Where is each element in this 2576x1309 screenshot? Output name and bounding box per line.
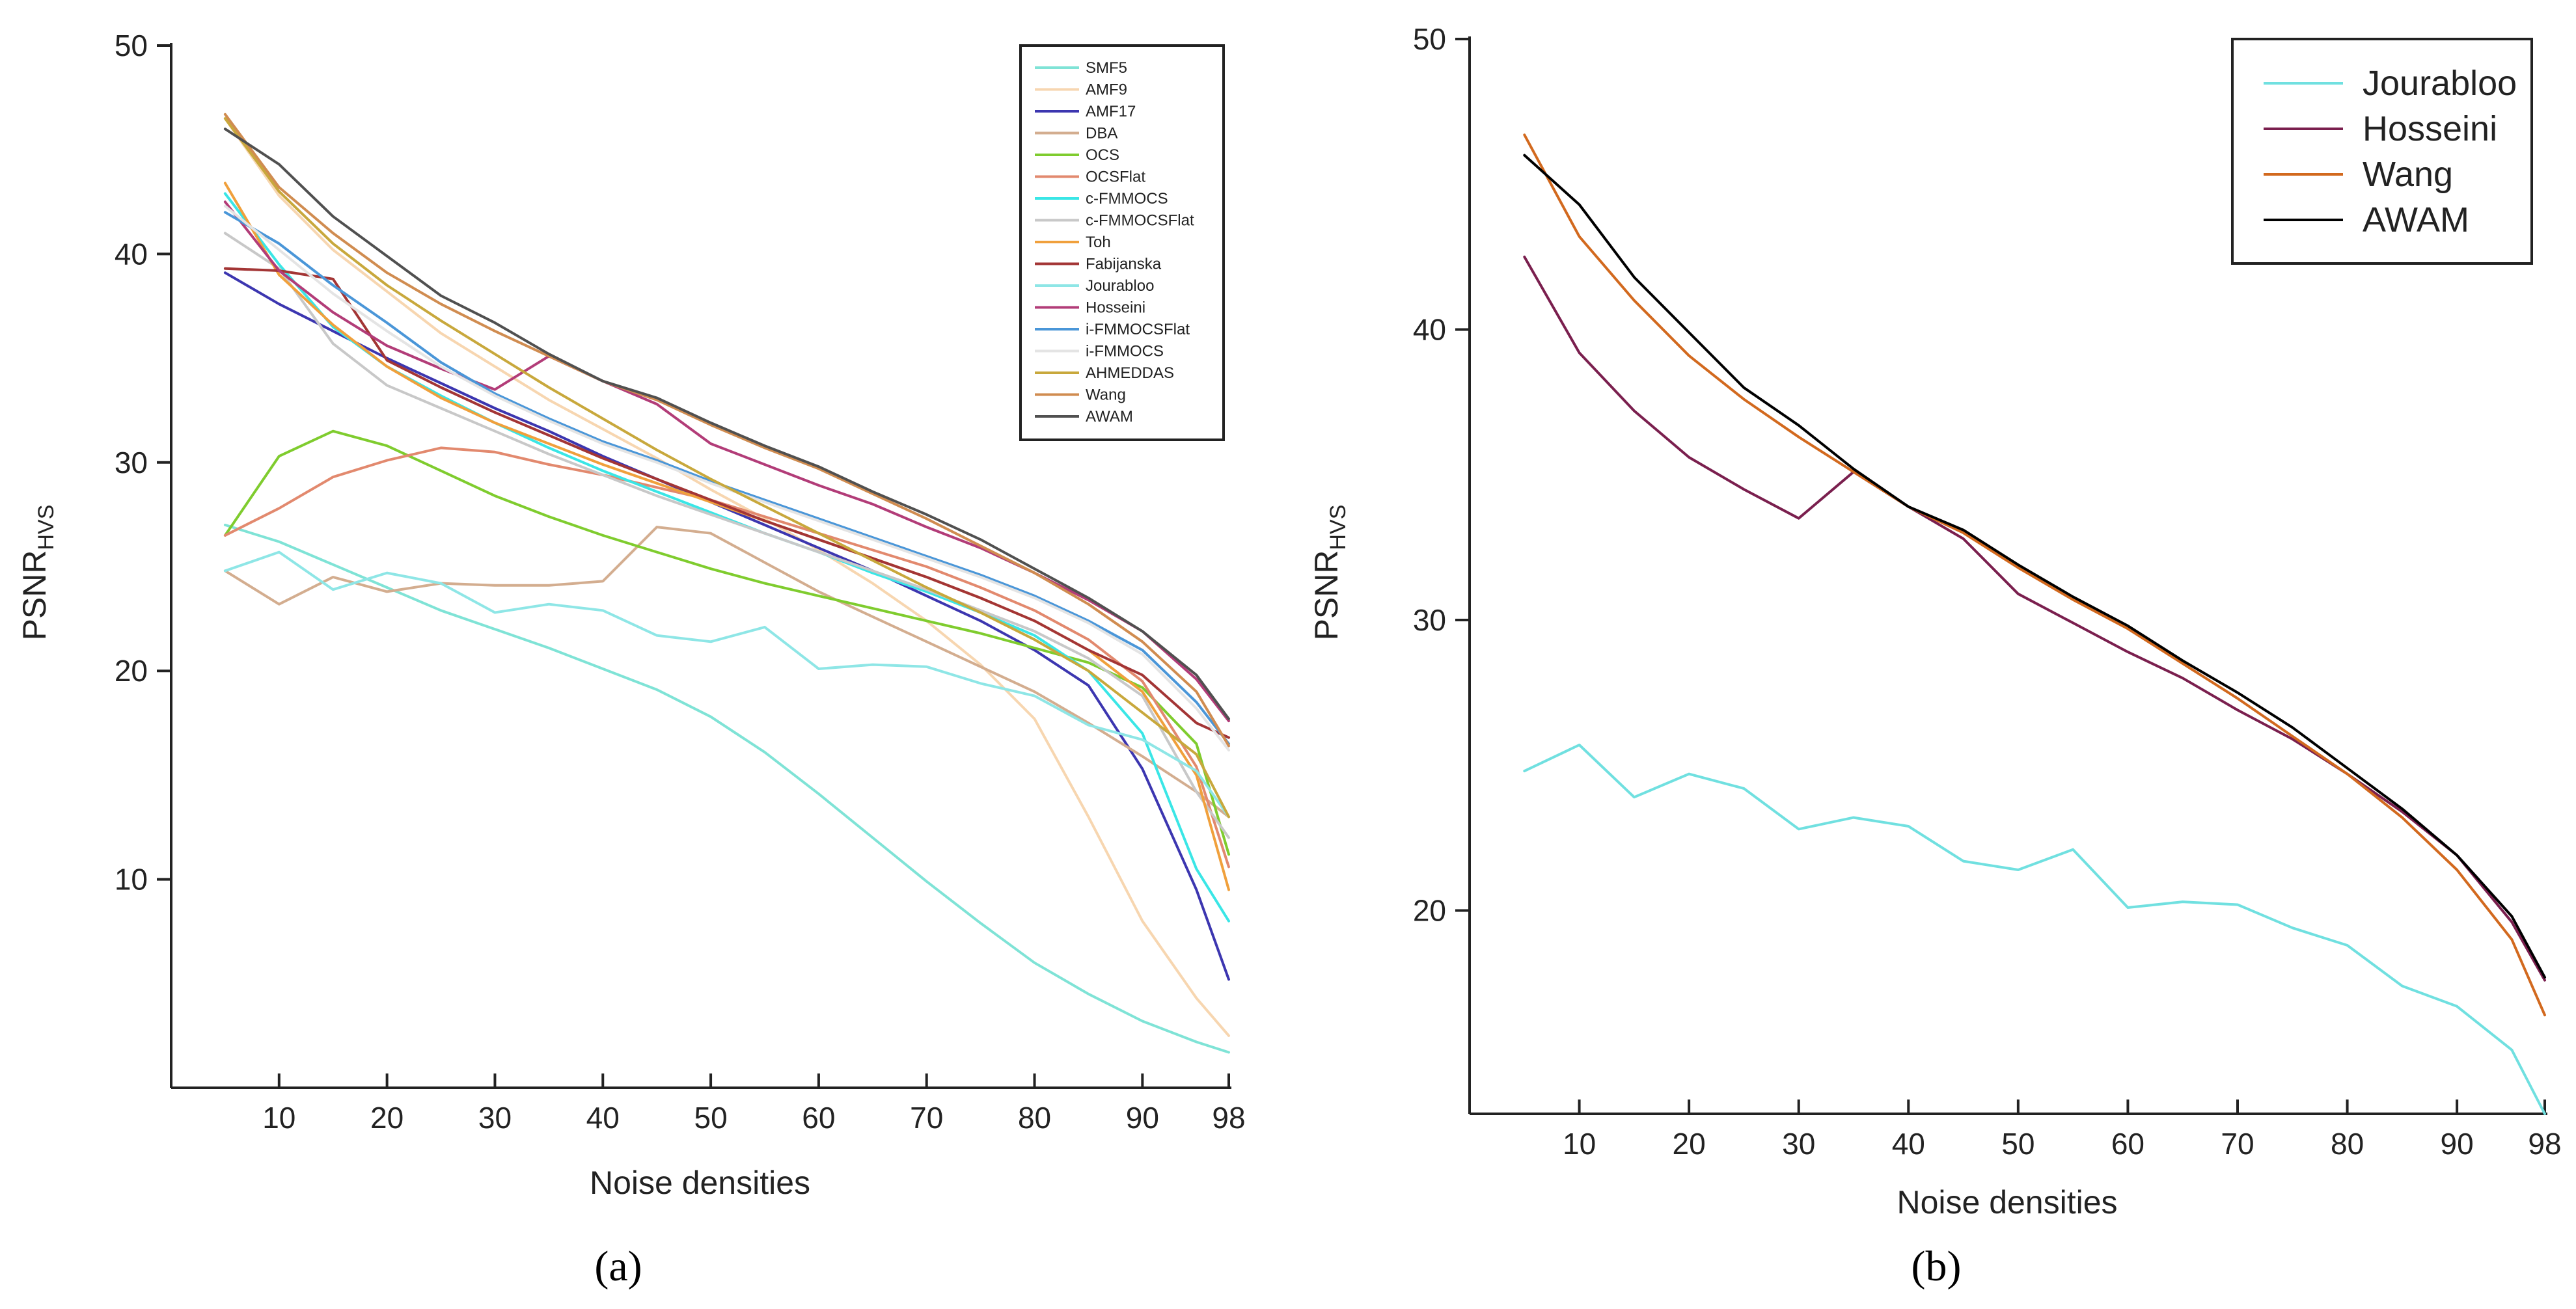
panel-b-y-tick-label: 40 (1413, 312, 1446, 346)
panel-b-x-tick-label: 20 (1673, 1127, 1706, 1161)
panel-a-x-tick-label: 10 (262, 1101, 295, 1135)
panel-a-series-dba (223, 526, 1230, 818)
panel-a-series-i-fmmocsflat (223, 211, 1230, 746)
panel-a-series-fabijanska (223, 267, 1230, 739)
panel-a-chart: 10 20 30 40 50 10 20 30 40 50 60 70 80 90 98 Noise dens… (16, 29, 1246, 1290)
panel-a-legend-label: AMF17 (1086, 103, 1136, 120)
panel-a-x-tick-label: 70 (910, 1101, 943, 1135)
panel-b-y-axis-label: PSNRHVS (1308, 505, 1350, 641)
panel-a-x-tick-label: 60 (802, 1101, 835, 1135)
panel-a-legend-label: Toh (1086, 234, 1111, 251)
panel-b-x-tick-label: 30 (1782, 1127, 1815, 1161)
panel-a-series-ocs (223, 429, 1230, 856)
panel-a-legend-label: c-FMMOCS (1086, 190, 1168, 208)
panel-a-legend-label: Hosseini (1086, 299, 1145, 317)
panel-a-y-tick-label: 30 (115, 446, 148, 479)
panel-a-legend-label: AHMEDDAS (1086, 364, 1174, 382)
panel-a-y-axis-label-main: PSNR (16, 550, 53, 641)
panel-a-series-ocsflat (223, 446, 1230, 869)
panel-a-y-axis-label-sub: HVS (34, 505, 59, 550)
panel-a-legend-label: SMF5 (1086, 59, 1127, 77)
panel-a-x-tick-label: 30 (478, 1101, 512, 1135)
panel-a-legend-label: Jourabloo (1086, 277, 1154, 295)
panel-b-series-wang (1523, 133, 2546, 1017)
panel-b-y-tick-label: 20 (1413, 893, 1446, 927)
panel-a-legend-label: Wang (1086, 386, 1126, 404)
panel-b-x-tick-label: 70 (2221, 1127, 2254, 1161)
panel-b-legend-label: AWAM (2363, 200, 2469, 239)
panel-a-y-tick-label: 40 (115, 237, 148, 271)
panel-b-x-tick-label: 50 (2001, 1127, 2035, 1161)
panel-a-series-ahmeddas (223, 117, 1230, 818)
panel-a-legend-label: AMF9 (1086, 81, 1127, 99)
panel-a-x-tick-label: 80 (1018, 1101, 1051, 1135)
panel-a-x-tick-label: 20 (370, 1101, 404, 1135)
panel-a-x-tick-label: 50 (694, 1101, 727, 1135)
panel-b-x-tick-label: 10 (1563, 1127, 1596, 1161)
panel-b-legend-label: Hosseini (2363, 109, 2497, 148)
panel-b-y-axis-label-sub: HVS (1326, 505, 1350, 550)
panel-b-series-hosseini (1523, 255, 2546, 982)
panel-a-series-jourabloo (223, 550, 1230, 818)
panel-a-series-wang (223, 113, 1230, 748)
panel-b-y-axis-label-main: PSNR (1308, 550, 1345, 641)
panel-a-x-tick-label: 98 (1212, 1101, 1245, 1135)
panel-a-y-tick-label: 20 (115, 654, 148, 688)
panel-a-x-tick-label: 40 (586, 1101, 620, 1135)
panel-b-y-tick-label: 30 (1413, 603, 1446, 637)
panel-a-legend-label: c-FMMOCSFlat (1086, 212, 1194, 230)
panel-a-legend-label: OCSFlat (1086, 169, 1145, 186)
panel-a-series-amf17 (223, 271, 1230, 981)
panel-b-y-tick-label: 50 (1413, 22, 1446, 56)
panel-a-legend-label: DBA (1086, 125, 1117, 142)
panel-b-x-tick-label: 98 (2528, 1127, 2561, 1161)
panel-b-series-awam (1523, 154, 2546, 979)
panel-b-x-tick-label: 40 (1892, 1127, 1925, 1161)
panel-b-x-tick-label: 60 (2111, 1127, 2144, 1161)
panel-a-series-c-fmmocsflat (223, 232, 1230, 839)
panel-b-x-axis-label: Noise densities (1897, 1184, 2117, 1221)
panel-a-series-hosseini (223, 200, 1230, 723)
panel-a-y-tick-label: 10 (115, 863, 148, 897)
panel-b-legend-label: Jourabloo (2363, 64, 2517, 103)
panel-a-x-tick-label: 90 (1126, 1101, 1159, 1135)
panel-b-x-tick-label: 90 (2441, 1127, 2474, 1161)
panel-b-legend-label: Wang (2363, 155, 2453, 194)
panel-a-y-axis-label: PSNRHVS (16, 505, 59, 641)
panel-a-series-smf5 (223, 523, 1230, 1054)
panel-a-y-tick-label: 50 (115, 29, 148, 62)
panel-b-chart: 20 30 40 50 10 20 30 40 50 60 70 80 90 98 Noise densit… (1308, 22, 2562, 1290)
panel-a-series-awam (223, 128, 1230, 720)
panel-a-legend-label: AWAM (1086, 408, 1133, 425)
panel-a-legend-label: Fabijanska (1086, 256, 1162, 273)
panel-a-legend-label: i-FMMOCS (1086, 343, 1164, 360)
panel-b-x-tick-label: 80 (2331, 1127, 2364, 1161)
panel-b-series-jourabloo (1523, 744, 2546, 1115)
panel-a-legend-label: OCS (1086, 146, 1119, 164)
panel-a-legend-label: i-FMMOCSFlat (1086, 321, 1190, 338)
panel-a-label: (a) (594, 1243, 642, 1290)
panel-a-series-amf9 (223, 117, 1230, 1037)
panel-b-label: (b) (1911, 1243, 1962, 1290)
panel-a-x-axis-label: Noise densities (590, 1165, 810, 1201)
panel-b-legend-box (2231, 38, 2533, 265)
